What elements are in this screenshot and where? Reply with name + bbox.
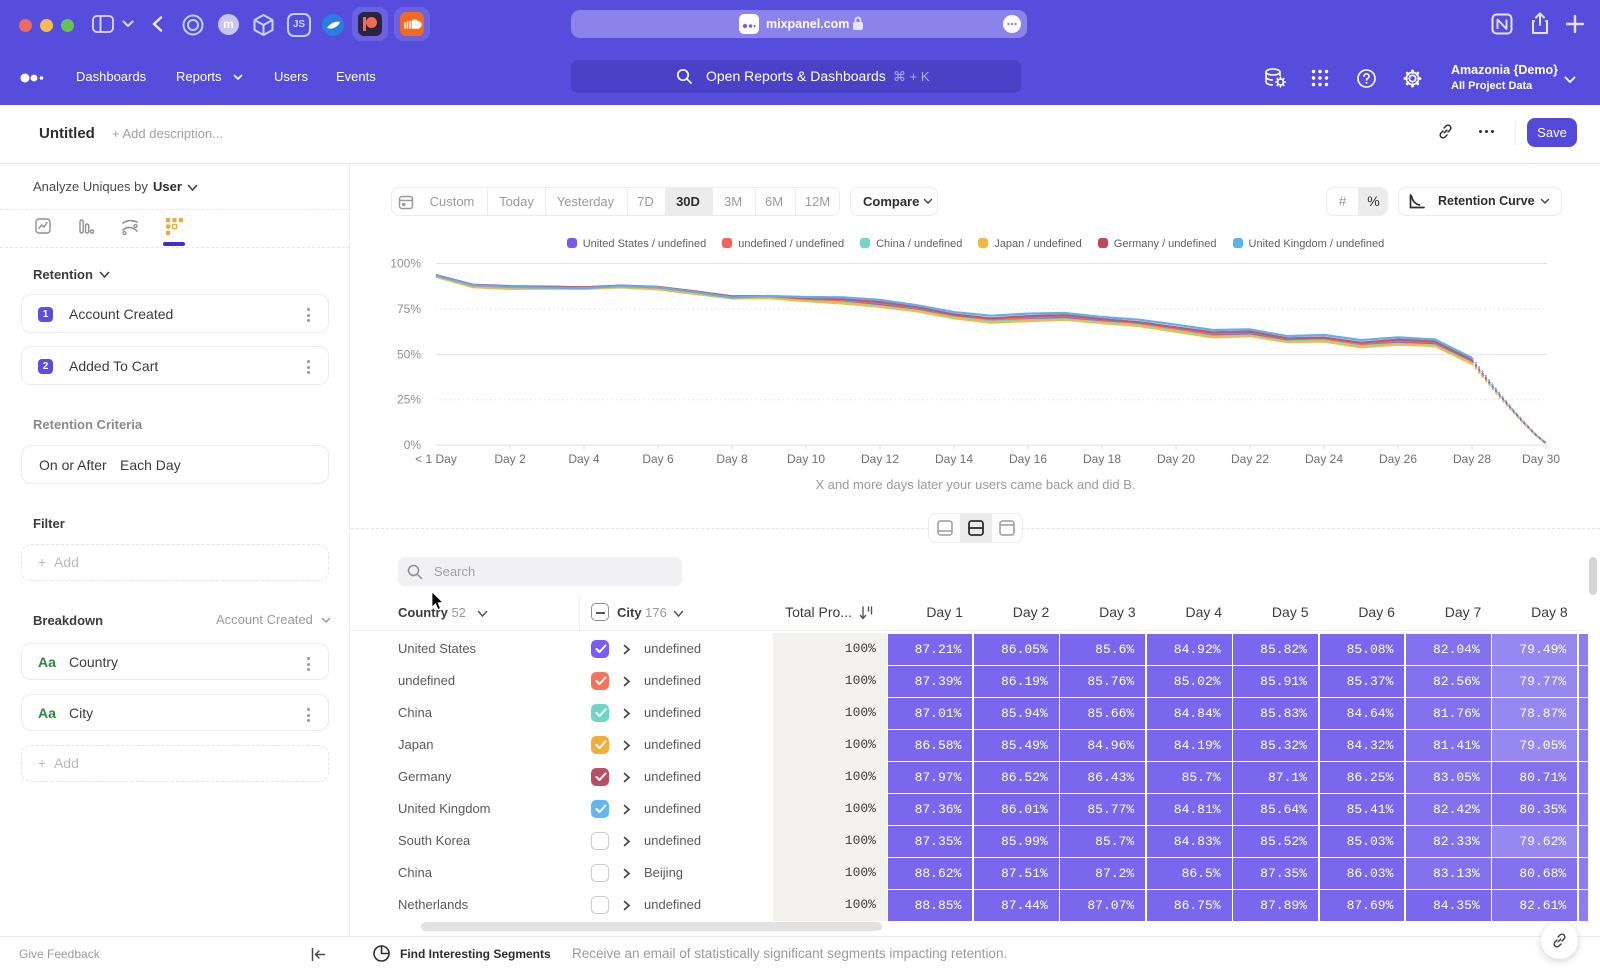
svg-text:0%: 0% [404, 438, 422, 452]
svg-text:Day 18: Day 18 [1083, 452, 1121, 466]
svg-text:Day 30: Day 30 [1522, 452, 1560, 466]
svg-text:75%: 75% [397, 302, 421, 316]
svg-text:50%: 50% [397, 347, 421, 361]
svg-text:Day 12: Day 12 [861, 452, 899, 466]
svg-text:Day 6: Day 6 [642, 452, 674, 466]
svg-text:Day 2: Day 2 [494, 452, 526, 466]
svg-text:Day 16: Day 16 [1009, 452, 1047, 466]
svg-text:Day 10: Day 10 [787, 452, 825, 466]
svg-text:Day 8: Day 8 [716, 452, 748, 466]
svg-text:Day 24: Day 24 [1305, 452, 1343, 466]
svg-text:25%: 25% [397, 393, 421, 407]
svg-text:Day 4: Day 4 [568, 452, 600, 466]
svg-text:< 1 Day: < 1 Day [415, 452, 457, 466]
svg-text:100%: 100% [390, 257, 421, 271]
svg-text:Day 22: Day 22 [1231, 452, 1269, 466]
svg-text:Day 26: Day 26 [1379, 452, 1417, 466]
svg-text:Day 28: Day 28 [1453, 452, 1491, 466]
svg-text:Day 20: Day 20 [1157, 452, 1195, 466]
svg-text:Day 14: Day 14 [935, 452, 973, 466]
